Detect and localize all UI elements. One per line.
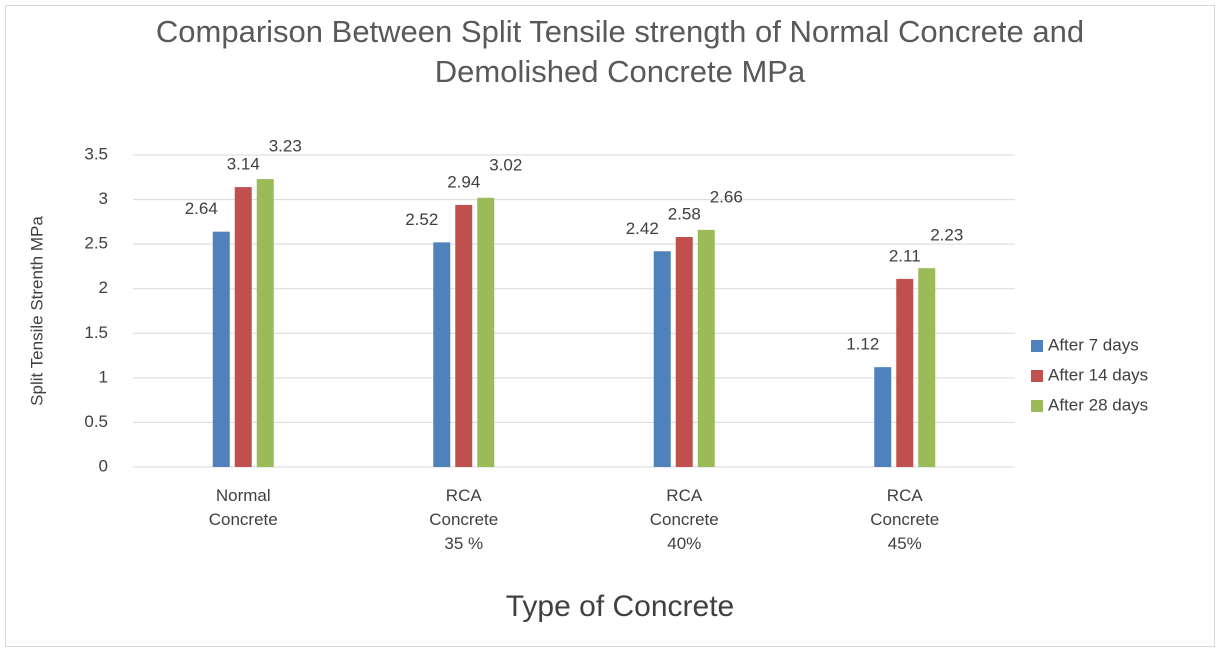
data-label: 3.02 xyxy=(489,155,522,174)
y-tick-label: 3 xyxy=(99,189,108,208)
data-label: 2.58 xyxy=(668,204,701,223)
y-tick-label: 3.5 xyxy=(84,144,108,163)
data-label: 2.42 xyxy=(626,219,659,238)
bar xyxy=(234,187,252,467)
data-label: 2.66 xyxy=(710,187,743,206)
y-tick-label: 0 xyxy=(99,456,108,475)
y-tick-label: 1 xyxy=(99,367,108,386)
bar xyxy=(896,278,914,467)
data-label: 2.11 xyxy=(889,246,921,265)
data-label: 2.64 xyxy=(185,199,218,218)
bar xyxy=(874,367,892,467)
bar xyxy=(697,229,715,467)
y-tick-label: 0.5 xyxy=(84,412,108,431)
bar xyxy=(433,242,451,467)
bar xyxy=(653,251,671,467)
bar xyxy=(212,231,230,467)
bar xyxy=(455,204,473,468)
y-tick-label: 1.5 xyxy=(84,323,108,342)
x-tick-label: RCA Concrete 35 % xyxy=(429,486,499,553)
x-tick-label: RCA Concrete 40% xyxy=(649,486,719,553)
data-label: 2.94 xyxy=(447,172,480,191)
x-tick-label: Normal Concrete xyxy=(208,486,278,529)
legend-swatch xyxy=(1031,370,1043,382)
data-label: 3.23 xyxy=(269,137,302,156)
x-tick-label: RCA Concrete 45% xyxy=(870,486,940,553)
bar xyxy=(675,237,693,467)
legend-label: After 28 days xyxy=(1048,395,1148,414)
y-tick-label: 2.5 xyxy=(84,234,108,253)
legend-swatch xyxy=(1031,400,1043,412)
chart-border xyxy=(5,5,1215,647)
x-axis-title: Type of Concrete xyxy=(506,590,734,623)
y-tick-label: 2 xyxy=(99,278,108,297)
data-label: 2.23 xyxy=(930,226,963,245)
y-axis-title: Split Tensile Strenth MPa xyxy=(27,216,46,406)
bar xyxy=(256,179,274,467)
legend-label: After 7 days xyxy=(1048,335,1139,354)
data-label: 1.12 xyxy=(846,335,879,354)
chart-title: Comparison Between Split Tensile strengt… xyxy=(155,14,1085,89)
bar xyxy=(918,268,936,467)
data-label: 3.14 xyxy=(227,155,260,174)
legend-label: After 14 days xyxy=(1048,365,1148,384)
data-label: 2.52 xyxy=(405,210,438,229)
bar xyxy=(477,197,495,467)
legend-swatch xyxy=(1031,340,1043,352)
